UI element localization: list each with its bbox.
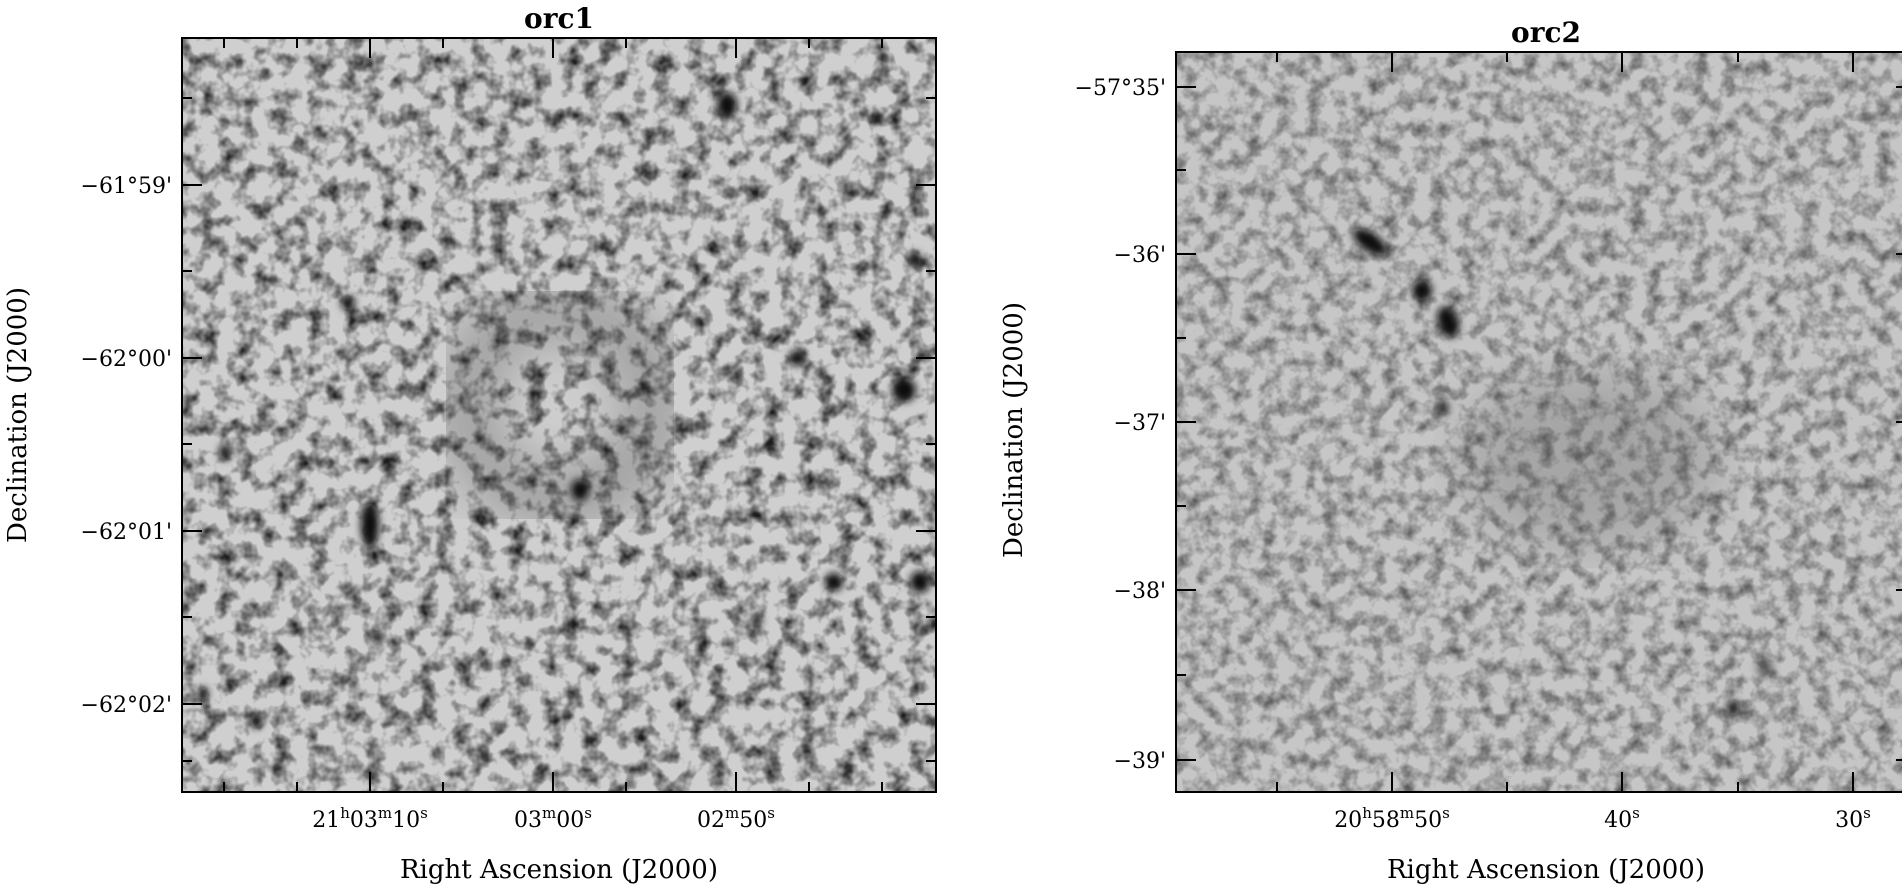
y-tick-label: −38': [1114, 579, 1166, 604]
y-tick-label: −57°35': [1075, 76, 1166, 101]
radio-image-orc2: [1176, 52, 1902, 792]
diffuse-emission: [1460, 370, 1720, 550]
x-tick-marks: [1276, 52, 1854, 792]
x-axis-label: Right Ascension (J2000): [1387, 855, 1705, 885]
y-tick-label: −62°02': [81, 693, 172, 718]
y-tick-label: −36': [1114, 243, 1166, 268]
panel-orc2: orc2: [999, 16, 1902, 885]
x-tick-label: 20h58m50s: [1334, 804, 1450, 833]
y-tick-marks: [182, 97, 936, 762]
compact-sources: [198, 92, 930, 728]
y-tick-marks: [1176, 86, 1902, 761]
radio-image-orc1: [182, 38, 936, 792]
y-tick-label: −62°01': [81, 520, 172, 545]
x-tick-label: 40s: [1604, 804, 1640, 833]
diffuse-ring: [435, 280, 685, 530]
compact-sources: [1352, 228, 1773, 716]
y-axis-label: Declination (J2000): [999, 302, 1029, 558]
y-tick-label: −37': [1114, 411, 1166, 436]
x-axis-label: Right Ascension (J2000): [400, 855, 718, 885]
y-tick-label: −61°59': [81, 174, 172, 199]
panel-orc1: orc1: [3, 2, 937, 885]
panel-title: orc2: [1511, 16, 1581, 49]
y-axis-label: Declination (J2000): [3, 287, 33, 543]
x-tick-label: 21h03m10s: [312, 804, 428, 833]
y-tick-label: −39': [1114, 749, 1166, 774]
x-tick-marks: [223, 38, 883, 792]
x-tick-label: 03m00s: [514, 804, 592, 833]
y-tick-label: −62°00': [81, 347, 172, 372]
x-tick-label: 02m50s: [697, 804, 775, 833]
panel-title: orc1: [524, 2, 594, 35]
x-tick-label: 30s: [1835, 804, 1871, 833]
plot-frame: [181, 37, 937, 793]
